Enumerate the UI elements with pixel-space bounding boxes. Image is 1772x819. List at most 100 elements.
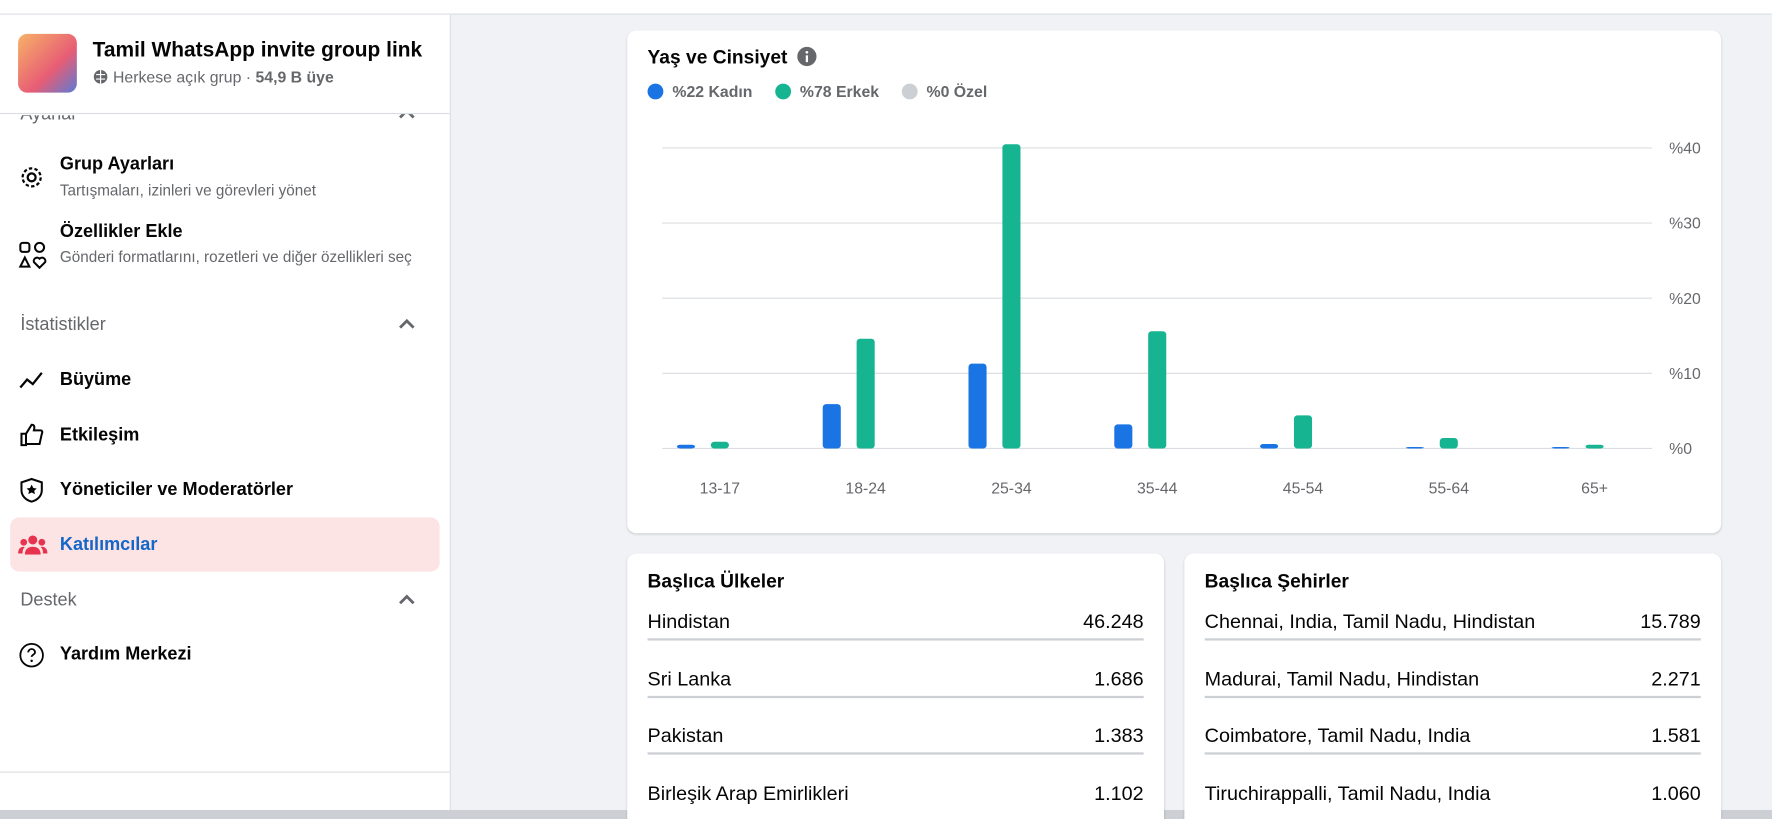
row-separator bbox=[647, 752, 1144, 755]
table-row: Birleşik Arap Emirlikleri 1.102 bbox=[648, 781, 1144, 819]
x-tick-label: 65+ bbox=[1581, 481, 1608, 498]
x-tick-label: 55-64 bbox=[1429, 481, 1470, 498]
x-tick-label: 35-44 bbox=[1137, 481, 1178, 498]
menu-item[interactable]: Özellikler Ekle bbox=[59, 222, 183, 242]
menu-item[interactable]: Yöneticiler ve Moderatörler bbox=[59, 480, 294, 500]
row-value: 46.248 bbox=[1083, 610, 1144, 633]
y-tick-label: %0 bbox=[1669, 441, 1692, 458]
group-avatar[interactable] bbox=[18, 33, 77, 93]
x-tick-label: 18-24 bbox=[845, 481, 886, 498]
row-value: 1.686 bbox=[1094, 667, 1144, 690]
menu-item[interactable]: Grup Ayarları bbox=[59, 154, 175, 174]
people-icon bbox=[18, 535, 48, 555]
x-tick-label: 13-17 bbox=[700, 481, 740, 498]
bar bbox=[1002, 144, 1021, 449]
bar bbox=[968, 363, 987, 449]
legend-label: %78 Erkek bbox=[799, 82, 880, 101]
bar bbox=[1585, 444, 1604, 449]
shield-icon bbox=[20, 477, 43, 503]
legend-swatch bbox=[647, 83, 664, 100]
row-name: Hindistan bbox=[647, 610, 731, 633]
legend-item: %78 Erkek bbox=[775, 82, 880, 101]
row-name: Chennai, India, Tamil Nadu, Hindistan bbox=[1204, 610, 1536, 633]
bar bbox=[1405, 446, 1424, 449]
row-value: 1.581 bbox=[1651, 724, 1701, 747]
menu-desc: Tartışmaları, izinleri ve görevleri yöne… bbox=[59, 181, 316, 199]
row-separator bbox=[647, 695, 1144, 698]
bar bbox=[1293, 415, 1313, 449]
y-tick-label: %10 bbox=[1669, 366, 1701, 383]
bar bbox=[1148, 331, 1167, 449]
gear-icon bbox=[21, 167, 42, 188]
legend-swatch bbox=[901, 83, 918, 100]
row-separator bbox=[1204, 695, 1701, 698]
table-row: Tiruchirappalli, Tamil Nadu, India 1.060 bbox=[1205, 781, 1701, 819]
card-title: Başlıca Şehirler bbox=[1204, 570, 1349, 592]
menu-item[interactable]: Büyüme bbox=[59, 370, 132, 390]
help-icon bbox=[19, 643, 44, 668]
table-row: Pakistan 1.383 bbox=[647, 724, 1144, 780]
sidebar: Tamil WhatsApp invite group link Herkese… bbox=[0, 14, 451, 810]
like-icon bbox=[20, 423, 44, 447]
chevron[interactable] bbox=[398, 593, 416, 607]
row-name: Tiruchirappalli, Tamil Nadu, India bbox=[1204, 781, 1491, 804]
active-item-bg[interactable] bbox=[10, 517, 440, 572]
bar bbox=[822, 404, 841, 449]
table-row: Sri Lanka 1.686 bbox=[647, 667, 1144, 723]
y-tick-label: %20 bbox=[1669, 291, 1701, 308]
bar bbox=[676, 444, 696, 449]
bar bbox=[856, 338, 875, 449]
divider bbox=[0, 771, 450, 773]
row-value: 1.102 bbox=[1094, 781, 1144, 804]
chart-card: Yaş ve Cinsiyet %22 Kadın %78 Erkek %0 Öze… bbox=[627, 30, 1722, 534]
menu-item[interactable]: Etkileşim bbox=[59, 425, 140, 446]
chart: %0 %10 %20 %30 %40 13-17 18-24 25-34 35-44 45-54 5… bbox=[662, 141, 1701, 498]
table-row: Hindistan 46.248 bbox=[647, 610, 1144, 666]
growth-icon bbox=[19, 372, 43, 389]
section-header: İstatistikler bbox=[20, 315, 106, 335]
group-name[interactable]: Tamil WhatsApp invite group link bbox=[92, 37, 423, 62]
privacy: Herkese açık grup · bbox=[113, 67, 252, 86]
menu-item[interactable]: Yardım Merkezi bbox=[59, 645, 192, 665]
y-tick-label: %30 bbox=[1669, 216, 1701, 233]
row-name: Coimbatore, Tamil Nadu, India bbox=[1204, 724, 1471, 747]
row-name: Madurai, Tamil Nadu, Hindistan bbox=[1204, 667, 1480, 690]
section-header: Ayarlar bbox=[20, 105, 78, 125]
menu-item-active[interactable]: Katılımcılar bbox=[59, 535, 158, 555]
features-icon bbox=[18, 241, 47, 270]
countries-card: Başlıca Ülkeler Hindistan 46.248 Sri Lanka… bbox=[627, 553, 1165, 819]
row-name: Birleşik Arap Emirlikleri bbox=[647, 781, 849, 804]
legend-label: %22 Kadın bbox=[672, 82, 753, 101]
row-value: 1.383 bbox=[1094, 724, 1144, 747]
bar bbox=[1260, 443, 1279, 449]
table-row: Coimbatore, Tamil Nadu, India 1.581 bbox=[1204, 724, 1701, 780]
legend: %22 Kadın %78 Erkek %0 Özel bbox=[647, 82, 994, 101]
table-row: Madurai, Tamil Nadu, Hindistan 2.271 bbox=[1204, 667, 1701, 723]
bar bbox=[710, 441, 729, 449]
legend-swatch bbox=[775, 83, 791, 100]
cities-card: Başlıca Şehirler Chennai, India, Tamil N… bbox=[1184, 553, 1722, 819]
row-separator bbox=[1204, 752, 1701, 755]
chevron[interactable] bbox=[398, 317, 416, 331]
section-header: Destek bbox=[20, 590, 77, 611]
divider bbox=[0, 112, 450, 115]
chart-title: Yaş ve Cinsiyet bbox=[647, 46, 788, 68]
row-separator bbox=[1204, 638, 1701, 641]
row-separator bbox=[647, 638, 1144, 641]
bar bbox=[1551, 446, 1570, 449]
y-tick-label: %40 bbox=[1669, 141, 1701, 158]
row-value: 15.789 bbox=[1640, 610, 1701, 633]
bar bbox=[1114, 424, 1133, 449]
info-icon[interactable] bbox=[797, 46, 817, 67]
table-row: Chennai, India, Tamil Nadu, Hindistan 15.… bbox=[1204, 610, 1701, 666]
x-tick-label: 25-34 bbox=[991, 481, 1032, 498]
x-tick-label: 45-54 bbox=[1283, 481, 1324, 498]
bar bbox=[1439, 437, 1458, 449]
member-count: 54,9 B üye bbox=[255, 67, 334, 86]
globe-icon bbox=[93, 70, 108, 84]
row-name: Sri Lanka bbox=[647, 667, 732, 690]
legend-label: %0 Özel bbox=[926, 82, 988, 101]
top-bar bbox=[0, 0, 1772, 15]
